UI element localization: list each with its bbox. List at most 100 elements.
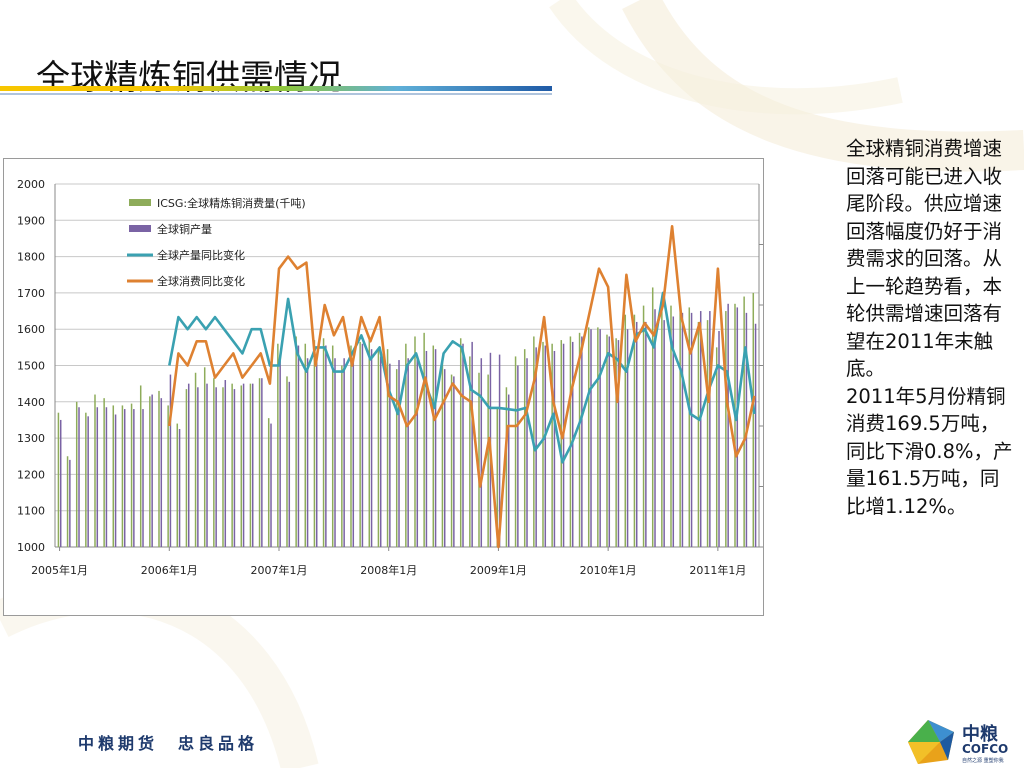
bar (725, 311, 727, 547)
bar (734, 303, 736, 547)
y-tick-label: 1700 (17, 287, 45, 300)
bar (715, 347, 718, 547)
bar (542, 341, 544, 547)
bar (233, 389, 236, 547)
bar (709, 311, 711, 547)
bar (350, 345, 352, 547)
bar (315, 358, 318, 547)
bar (688, 307, 691, 547)
bar (416, 356, 419, 547)
bar (434, 349, 437, 547)
bar (341, 365, 343, 547)
bar (736, 307, 739, 547)
copper-supply-demand-chart: 1000 1100 1200 1300 1400 1500 1600 1700 1800 1900… (17, 178, 763, 577)
bar (85, 412, 87, 547)
cofco-logo-icon (908, 720, 954, 764)
legend-label: 全球产量同比变化 (157, 248, 245, 262)
bar (203, 367, 206, 547)
bar (606, 334, 608, 547)
bar (240, 385, 243, 547)
legend-label: ICSG:全球精炼铜消费量(千吨) (157, 196, 306, 210)
chart-frame: 1000 1100 1200 1300 1400 1500 1600 1700 1800 1900… (3, 158, 764, 616)
bar (370, 349, 373, 547)
bar (322, 338, 325, 547)
bar (441, 361, 444, 547)
bar (551, 343, 553, 547)
bar (514, 356, 517, 547)
x-tick-label: 2005年1月 (31, 563, 88, 577)
bar (459, 338, 462, 547)
bar (517, 365, 519, 547)
bar (59, 419, 62, 547)
bar (178, 429, 181, 547)
title-underline-thin (0, 93, 552, 95)
bar (398, 360, 400, 547)
bar (103, 398, 105, 547)
bar (423, 332, 425, 547)
x-tick-label: 2009年1月 (470, 563, 527, 577)
bar (496, 407, 499, 547)
bar (130, 403, 133, 547)
bar (213, 378, 215, 547)
bar (105, 407, 108, 547)
bar (654, 309, 656, 547)
bar (267, 418, 270, 547)
bar (597, 327, 599, 547)
bar (617, 340, 620, 547)
bar (498, 354, 501, 547)
bar (78, 407, 80, 547)
bar (553, 350, 556, 547)
bar (581, 336, 583, 547)
bar (304, 343, 307, 547)
bar (286, 376, 288, 547)
series-line (168, 291, 756, 464)
bar (270, 423, 272, 547)
bar (94, 394, 96, 547)
bar (194, 372, 197, 547)
bar (635, 321, 638, 547)
logo-name-en: COFCO (962, 742, 1009, 756)
bar (96, 407, 99, 547)
bar (258, 378, 261, 547)
bar (176, 423, 179, 547)
y-tick-label: 1100 (17, 505, 45, 518)
bar (185, 389, 188, 547)
logo-tagline: 自然之源 重塑你我 (962, 758, 1004, 764)
bar (699, 311, 702, 547)
bar (599, 329, 601, 547)
bar (414, 336, 416, 547)
bar (626, 329, 629, 547)
bar (359, 341, 361, 547)
x-tick-label: 2011年1月 (689, 563, 746, 577)
bar (75, 401, 78, 547)
bar (478, 372, 480, 547)
bar (386, 349, 389, 547)
bar (197, 387, 199, 547)
bar (523, 349, 526, 547)
bar (169, 374, 172, 547)
bar (615, 338, 617, 547)
bar (469, 356, 471, 547)
bar (407, 358, 409, 547)
bar (224, 380, 227, 547)
bar (331, 345, 334, 547)
title-underline (0, 86, 552, 91)
bar (167, 405, 169, 547)
bar (379, 356, 382, 547)
bar (87, 416, 89, 547)
bar (507, 394, 510, 547)
bar (343, 358, 345, 547)
bar (313, 340, 316, 547)
y-tick-label: 1400 (17, 396, 45, 409)
bar (432, 345, 435, 547)
bar (242, 383, 245, 547)
bar (661, 305, 663, 547)
bar (587, 327, 590, 547)
x-tick-label: 2010年1月 (580, 563, 637, 577)
bar (187, 383, 190, 547)
bar (249, 383, 252, 547)
bar (158, 390, 160, 547)
bar (361, 343, 364, 547)
bar (752, 292, 755, 547)
bar (590, 329, 592, 547)
